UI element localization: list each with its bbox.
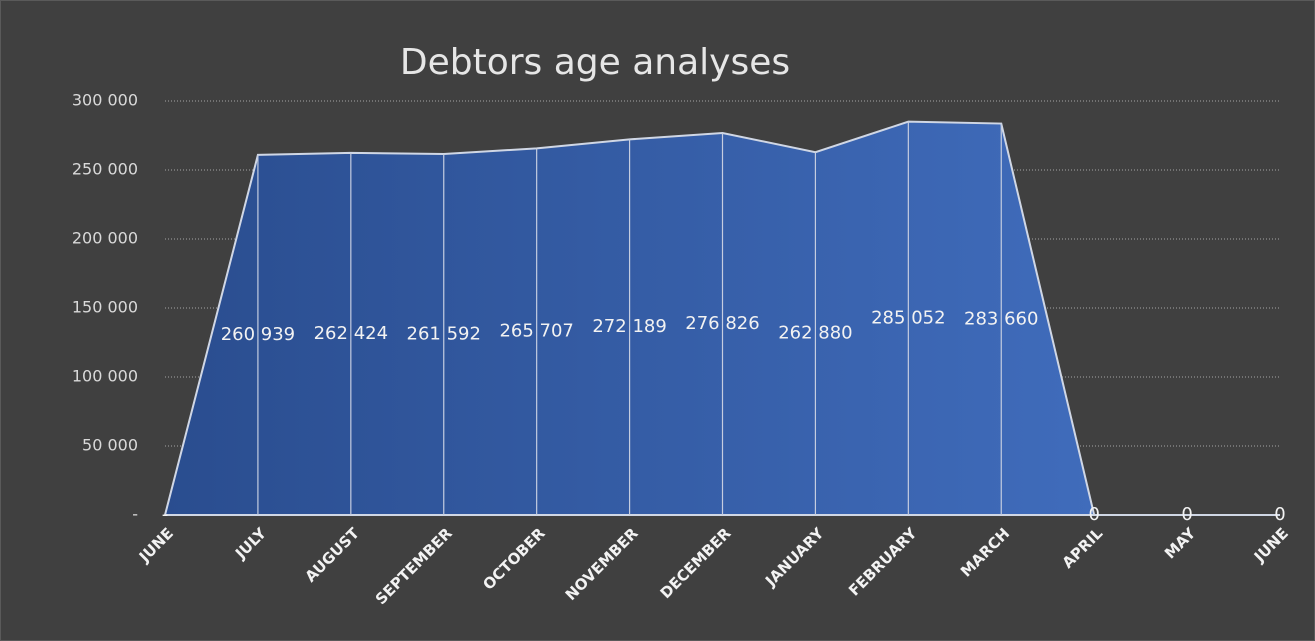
data-label: - <box>162 504 169 525</box>
data-label: 283 660 <box>964 308 1038 329</box>
y-tick-label: 50 000 <box>82 436 138 455</box>
data-label: 262 880 <box>778 323 852 344</box>
data-label: 0 <box>1181 504 1192 525</box>
y-tick-label: 300 000 <box>72 91 138 110</box>
data-label: 261 592 <box>407 324 481 345</box>
data-label: 265 707 <box>499 321 573 342</box>
data-label: 260 939 <box>221 324 295 345</box>
data-label: 285 052 <box>871 307 945 328</box>
data-label: 0 <box>1274 504 1285 525</box>
data-label: 272 189 <box>592 316 666 337</box>
y-tick-label: 200 000 <box>72 229 138 248</box>
y-tick-label: 250 000 <box>72 160 138 179</box>
y-tick-label: 150 000 <box>72 298 138 317</box>
y-tick-label: 100 000 <box>72 367 138 386</box>
chart-title: Debtors age analyses <box>400 42 790 83</box>
data-label: 262 424 <box>314 323 388 344</box>
y-tick-label: - <box>132 505 138 524</box>
data-label: 276 826 <box>685 313 759 334</box>
data-label: 0 <box>1088 504 1099 525</box>
